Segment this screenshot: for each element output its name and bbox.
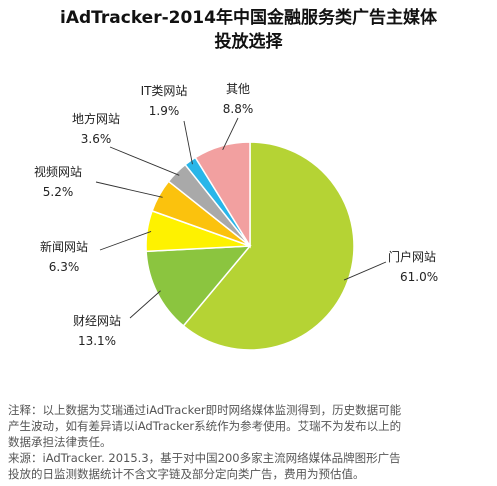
slice-label: 门户网站: [388, 249, 436, 264]
pie-slice: [182, 141, 355, 351]
leader-line: [343, 261, 387, 281]
slice-label: 视频网站: [34, 164, 82, 179]
slice-label: IT类网站: [141, 84, 188, 98]
slice-value-label: 8.8%: [223, 102, 254, 116]
pie-chart: 门户网站 61.0% 财经网站 13.1% 新闻网站 6.3% 视频网站 5.2% 地方网站 3.…: [34, 82, 438, 351]
pie-slice: [145, 245, 252, 327]
note-line: 注释：以上数据为艾瑞通过iAdTracker即时网络媒体监测得到，历史数据可能: [8, 403, 402, 417]
chart-title: iAdTracker-2014年中国金融服务类广告主媒体 投放选择: [0, 6, 497, 54]
slice-label: 财经网站: [73, 314, 121, 328]
slice-value-label: 13.1%: [78, 334, 116, 348]
slice-value-label: 5.2%: [43, 185, 74, 199]
leader-line: [183, 120, 193, 165]
pie-slice: [194, 141, 251, 249]
chart-title-line-2: 投放选择: [214, 32, 283, 52]
leader-line: [129, 290, 161, 319]
leader-line: [222, 117, 239, 150]
leader-line: [99, 231, 152, 251]
source-line: 投放的日监测数据统计不含文字链及部分定向类广告，费用为预估值。: [8, 467, 365, 481]
source-line: 来源：iAdTracker. 2015.3，基于对中国200多家主流网络媒体品牌…: [8, 451, 401, 465]
slice-label: 地方网站: [72, 111, 120, 126]
slice-value-label: 61.0%: [400, 270, 438, 284]
note-line: 数据承担法律责任。: [8, 435, 112, 449]
slice-label: 其他: [226, 82, 250, 96]
slice-value-label: 6.3%: [49, 260, 80, 274]
chart-title-line-1: iAdTracker-2014年中国金融服务类广告主媒体: [60, 8, 437, 28]
slice-label: 新闻网站: [40, 239, 88, 254]
slice-value-label: 1.9%: [149, 104, 180, 118]
slice-value-label: 3.6%: [81, 132, 112, 146]
leader-line: [109, 146, 180, 176]
leader-line: [95, 181, 163, 198]
note-line: 产生波动，如有差异请以iAdTracker系统作为参考使用。艾瑞不为发布以上的: [8, 419, 402, 433]
chart-notes: 注释：以上数据为艾瑞通过iAdTracker即时网络媒体监测得到，历史数据可能 …: [8, 402, 493, 482]
